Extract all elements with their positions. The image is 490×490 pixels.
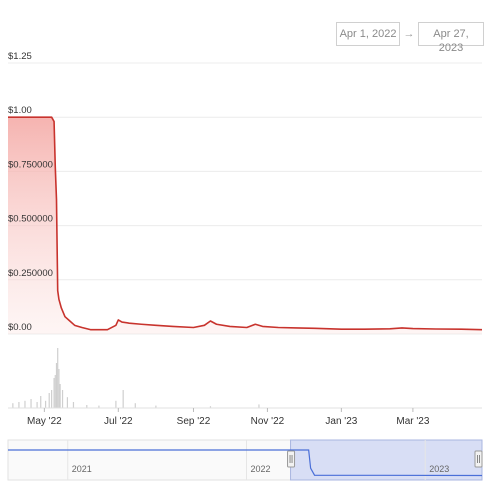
volume-bar: [18, 402, 20, 408]
x-axis: May '22 Jul '22 Sep '22 Nov '22 Jan '23 Mar '…: [27, 408, 430, 427]
volume-bar: [59, 384, 61, 408]
x-tick-label: Jan '23: [325, 416, 357, 427]
volume-bar: [258, 404, 260, 408]
arrow-right-icon: →: [403, 28, 415, 40]
price-area: [8, 117, 482, 334]
navigator-right-handle[interactable]: [474, 450, 483, 468]
price-line: [8, 116, 483, 331]
volume-bar: [115, 400, 117, 408]
y-tick-label: $1.00: [8, 105, 32, 116]
volume-bar: [134, 403, 136, 408]
grid-lines: [8, 62, 482, 335]
volume-bar: [72, 402, 75, 408]
x-tick-label: Sep '22: [177, 416, 211, 427]
x-tick-label: Mar '23: [396, 416, 429, 427]
navigator-year-label: 2023: [429, 464, 449, 474]
y-tick-label: $0.500000: [8, 214, 53, 225]
volume-bar: [61, 390, 64, 408]
volume-bar: [44, 400, 47, 408]
navigator[interactable]: 2021 2022 2023: [7, 439, 483, 481]
volume-bar: [24, 400, 26, 408]
volume-bar: [36, 402, 38, 408]
y-tick-label: $0.250000: [8, 268, 53, 279]
handle-grip[interactable]: [287, 450, 296, 468]
volume-bar: [30, 399, 32, 408]
volume-bar: [98, 405, 100, 408]
navigator-year-label: 2022: [250, 464, 270, 474]
end-date-input[interactable]: Apr 27, 2023: [418, 22, 484, 54]
volume-bar: [58, 369, 60, 408]
volume-bar: [122, 390, 124, 408]
x-tick-label: Nov '22: [251, 416, 285, 427]
start-date-input[interactable]: Apr 1, 2022: [336, 22, 400, 46]
y-axis-labels: $1.25 $1.00 $0.750000 $0.500000 $0.250000 $0.…: [8, 51, 53, 333]
x-tick-label: Jul '22: [104, 416, 133, 427]
volume-bar: [209, 406, 212, 408]
price-series-line: [8, 116, 483, 331]
volume-bar: [12, 403, 14, 408]
handle-grip[interactable]: [474, 450, 483, 468]
volume-bar: [57, 348, 59, 408]
volume-bar: [51, 390, 53, 408]
price-area-fill: [8, 117, 482, 334]
volume-bar: [40, 396, 42, 408]
volume-bars: [8, 348, 482, 409]
x-tick-label: May '22: [27, 416, 62, 427]
y-tick-label: $1.25: [8, 51, 32, 62]
date-range-picker: Apr 1, 2022 → Apr 27, 2023: [336, 22, 484, 54]
volume-bar: [86, 405, 88, 408]
navigator-year-label: 2021: [72, 464, 92, 474]
navigator-line: [8, 449, 483, 477]
y-tick-label: $0.00: [8, 322, 32, 333]
volume-bar: [54, 375, 56, 408]
volume-bar: [155, 405, 157, 408]
volume-bar: [48, 393, 50, 408]
y-tick-label: $0.750000: [8, 159, 53, 170]
navigator-selection[interactable]: [290, 439, 483, 481]
volume-bar: [55, 363, 58, 408]
volume-bar: [53, 378, 55, 408]
navigator-left-handle[interactable]: [287, 450, 296, 468]
volume-bar: [66, 397, 69, 408]
